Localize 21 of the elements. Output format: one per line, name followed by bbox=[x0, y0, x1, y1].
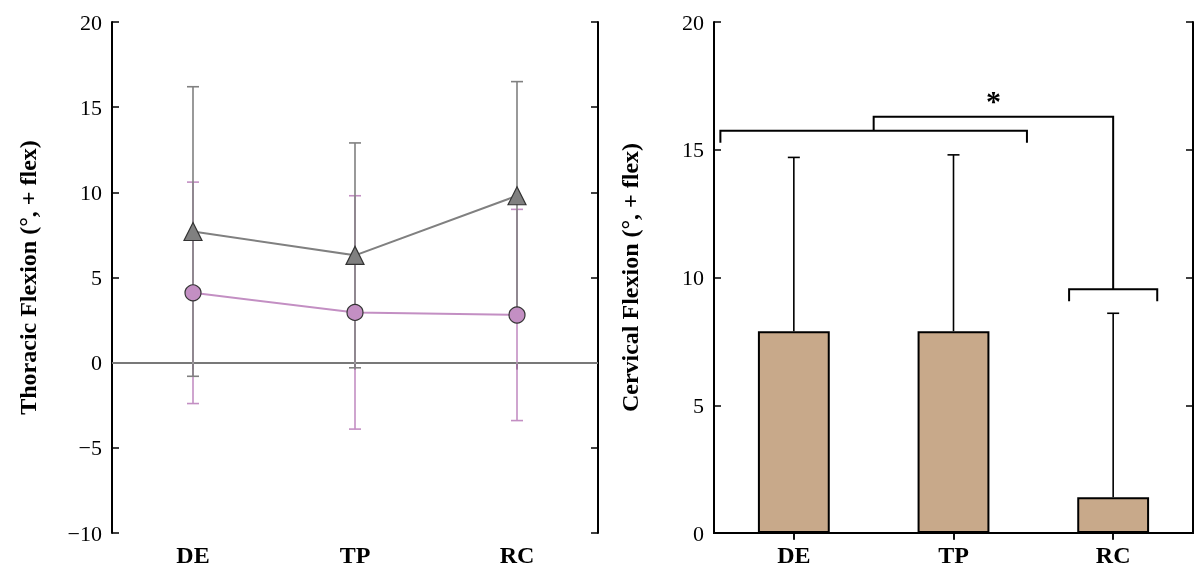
x-tick-label: DE bbox=[176, 542, 210, 568]
y-tick-label: 20 bbox=[682, 9, 704, 35]
y-axis-title: Thoracic Flexion (°, + flex) bbox=[15, 140, 41, 415]
x-tick-label: DE bbox=[777, 542, 811, 568]
x-tick-label: TP bbox=[339, 542, 371, 568]
y-tick-label: 5 bbox=[693, 392, 704, 418]
y-tick-label: 0 bbox=[91, 350, 102, 376]
annotation: * bbox=[985, 83, 1001, 117]
y-tick-label: 0 bbox=[693, 520, 704, 546]
x-tick-label: TP bbox=[938, 542, 969, 568]
y-tick-label: 5 bbox=[91, 265, 102, 290]
y-tick-label: 10 bbox=[80, 179, 102, 205]
y-tick-label: 20 bbox=[80, 9, 102, 35]
x-tick-label: RC bbox=[499, 542, 535, 568]
y-tick-label: 15 bbox=[682, 137, 704, 163]
y-tick-label: 10 bbox=[682, 265, 704, 290]
y-tick-label: 15 bbox=[80, 94, 102, 120]
y-axis-title: Cervical Flexion (°, + flex) bbox=[617, 142, 643, 413]
x-tick-label: RC bbox=[1095, 542, 1131, 568]
y-tick-label: −10 bbox=[67, 520, 102, 546]
y-tick-label: −5 bbox=[78, 435, 102, 461]
